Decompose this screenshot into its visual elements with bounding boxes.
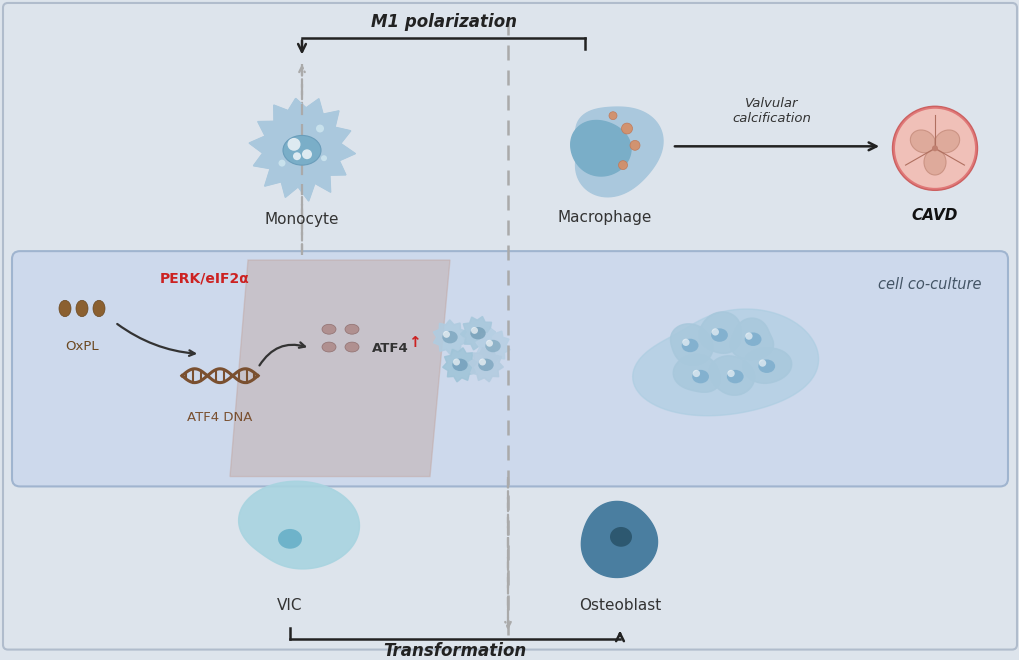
Polygon shape <box>742 348 791 383</box>
Polygon shape <box>632 309 818 416</box>
Circle shape <box>442 331 449 338</box>
Text: VIC: VIC <box>277 597 303 612</box>
Text: M1 polarization: M1 polarization <box>371 13 517 31</box>
Circle shape <box>485 340 492 347</box>
Ellipse shape <box>344 324 359 334</box>
Text: PERK/eIF2α: PERK/eIF2α <box>160 272 250 286</box>
Polygon shape <box>249 98 355 201</box>
Polygon shape <box>708 356 754 395</box>
Ellipse shape <box>470 327 485 339</box>
Ellipse shape <box>609 527 632 546</box>
Circle shape <box>479 358 485 366</box>
Text: Transformation: Transformation <box>383 642 526 659</box>
Ellipse shape <box>909 130 934 152</box>
Ellipse shape <box>727 370 743 383</box>
Polygon shape <box>468 348 502 382</box>
Circle shape <box>931 145 937 151</box>
Ellipse shape <box>692 370 708 383</box>
Circle shape <box>621 123 632 134</box>
Polygon shape <box>673 354 719 392</box>
Polygon shape <box>433 320 467 354</box>
Circle shape <box>711 328 718 335</box>
Ellipse shape <box>93 300 105 317</box>
Ellipse shape <box>485 340 500 352</box>
Text: cell co-culture: cell co-culture <box>877 277 981 292</box>
Ellipse shape <box>322 324 335 334</box>
Ellipse shape <box>344 342 359 352</box>
Polygon shape <box>476 329 510 363</box>
Ellipse shape <box>933 130 959 152</box>
Polygon shape <box>730 318 772 360</box>
Text: Valvular
calcification: Valvular calcification <box>732 97 811 125</box>
Ellipse shape <box>76 300 88 317</box>
Ellipse shape <box>923 149 945 175</box>
Circle shape <box>727 370 734 377</box>
Circle shape <box>745 333 752 340</box>
Text: Osteoblast: Osteoblast <box>579 597 660 612</box>
Circle shape <box>278 160 285 166</box>
Ellipse shape <box>681 339 698 352</box>
Circle shape <box>321 155 327 161</box>
Circle shape <box>608 112 616 119</box>
Polygon shape <box>460 316 495 350</box>
Circle shape <box>292 152 301 160</box>
Circle shape <box>618 160 627 170</box>
Ellipse shape <box>451 358 468 371</box>
Ellipse shape <box>59 300 71 317</box>
Circle shape <box>758 360 765 367</box>
Polygon shape <box>571 121 631 176</box>
Polygon shape <box>575 107 662 197</box>
Polygon shape <box>442 348 477 382</box>
Circle shape <box>692 370 699 377</box>
Polygon shape <box>698 312 741 353</box>
FancyBboxPatch shape <box>3 3 1016 649</box>
Circle shape <box>471 327 478 334</box>
Circle shape <box>892 106 976 190</box>
Polygon shape <box>238 481 359 569</box>
Circle shape <box>302 149 312 159</box>
Text: ATF4 DNA: ATF4 DNA <box>187 411 253 424</box>
Ellipse shape <box>442 331 458 343</box>
Polygon shape <box>229 260 449 477</box>
Text: ATF4: ATF4 <box>372 341 409 354</box>
Polygon shape <box>669 324 712 365</box>
Ellipse shape <box>744 333 761 346</box>
Text: Monocyte: Monocyte <box>265 212 339 227</box>
Ellipse shape <box>322 342 335 352</box>
Circle shape <box>682 339 689 346</box>
FancyBboxPatch shape <box>12 251 1007 486</box>
Circle shape <box>316 125 324 133</box>
Polygon shape <box>581 502 657 578</box>
Ellipse shape <box>710 328 728 342</box>
Text: OxPL: OxPL <box>65 339 99 352</box>
Circle shape <box>630 141 639 150</box>
Circle shape <box>452 358 460 366</box>
Ellipse shape <box>478 358 493 371</box>
Text: Macrophage: Macrophage <box>557 210 651 225</box>
Ellipse shape <box>282 135 321 165</box>
Ellipse shape <box>757 360 774 373</box>
Text: CAVD: CAVD <box>911 208 957 223</box>
Circle shape <box>894 109 974 188</box>
Circle shape <box>287 138 301 150</box>
Text: ↑: ↑ <box>408 335 421 350</box>
Ellipse shape <box>278 529 302 548</box>
